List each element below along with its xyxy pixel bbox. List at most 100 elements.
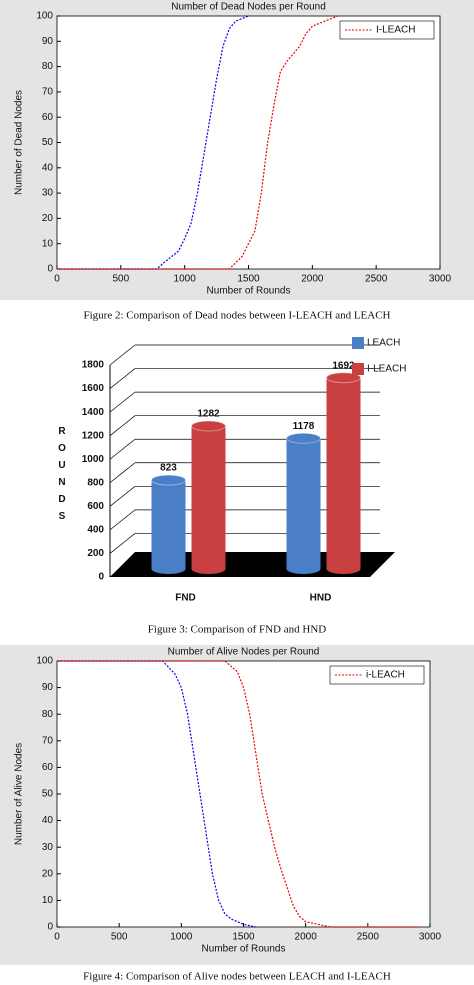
x-tick-label: 2500 <box>365 274 388 285</box>
legend-box <box>329 665 425 685</box>
y-axis-label: Number of Dead Nodes <box>14 90 25 195</box>
data-line <box>57 15 249 270</box>
legend-label: i-LEACH <box>366 670 405 681</box>
data-label: 1282 <box>197 409 220 420</box>
y-tick-label: 0 <box>47 922 53 933</box>
bar-top <box>326 372 361 384</box>
y-tick-label: 0 <box>47 264 53 275</box>
legend-label: LEACH <box>367 338 400 349</box>
x-tick-label: 500 <box>112 274 129 285</box>
bar-base <box>191 564 226 574</box>
y-tick-label: 100 <box>36 11 53 22</box>
x-tick-label: 0 <box>54 274 60 285</box>
bar-top <box>286 432 321 444</box>
x-axis-label: Number of Rounds <box>202 944 286 955</box>
y-tick-label: 70 <box>42 87 54 98</box>
grid-diagonal <box>109 533 136 554</box>
y-tick-label: 10 <box>42 238 54 249</box>
x-tick-label: 500 <box>111 932 128 943</box>
x-tick-label: HND <box>310 593 332 604</box>
y-tick-label: 1600 <box>82 383 105 394</box>
y-tick-label: 20 <box>42 868 54 879</box>
x-tick-label: 3000 <box>429 274 452 285</box>
legend-box <box>339 20 435 40</box>
data-line <box>57 660 257 928</box>
grid-diagonal <box>109 368 136 389</box>
y-tick-label: 50 <box>42 137 54 148</box>
y-tick-label: 1000 <box>82 454 105 465</box>
y-tick-label: 10 <box>42 895 54 906</box>
y-tick-label: 600 <box>87 501 104 512</box>
y-tick-label: 0 <box>98 572 104 583</box>
caption: Figure 3: Comparison of FND and HND <box>148 624 326 636</box>
x-tick-label: 1000 <box>170 932 193 943</box>
y-tick-label: 400 <box>87 525 104 536</box>
legend-label: I-LEACH <box>376 25 415 36</box>
grid-diagonal <box>109 415 136 436</box>
y-tick-label: 90 <box>42 36 54 47</box>
x-tick-label: 2000 <box>301 274 324 285</box>
bar-base <box>151 564 186 574</box>
y-tick-label: 60 <box>42 112 54 123</box>
bar-base <box>286 564 321 574</box>
legend-swatch <box>352 363 364 375</box>
bar <box>286 438 321 569</box>
x-tick-label: 1500 <box>237 274 260 285</box>
bar-top <box>191 420 226 432</box>
y-axis-label: ROUNDS <box>57 426 68 528</box>
y-tick-label: 40 <box>42 162 54 173</box>
grid-diagonal <box>109 391 136 413</box>
x-tick-label: 3000 <box>419 932 442 943</box>
plot-area <box>56 15 441 270</box>
y-tick-label: 70 <box>42 735 54 746</box>
data-label: 1178 <box>293 421 315 432</box>
y-tick-label: 60 <box>42 762 54 773</box>
y-tick-label: 1400 <box>82 407 105 418</box>
y-tick-label: 80 <box>42 61 54 72</box>
data-label: 823 <box>160 463 177 474</box>
grid-diagonal <box>109 438 136 460</box>
y-tick-label: 20 <box>42 213 54 224</box>
x-tick-label: 1500 <box>232 932 255 943</box>
plot-area <box>56 660 431 928</box>
y-tick-label: 30 <box>42 842 54 853</box>
x-tick-label: 0 <box>54 932 60 943</box>
grid-diagonal <box>109 462 136 484</box>
y-axis-label: Number of Alive Nodes <box>14 743 25 845</box>
legend-swatch <box>352 337 364 349</box>
x-tick-label: 2000 <box>295 932 318 943</box>
x-tick-label: FND <box>175 593 196 604</box>
grid-diagonal <box>109 486 136 507</box>
grid-diagonal <box>109 556 136 578</box>
y-tick-label: 40 <box>42 815 54 826</box>
bar <box>326 377 361 569</box>
y-tick-label: 50 <box>42 789 54 800</box>
y-tick-label: 200 <box>87 548 104 559</box>
legend-label: I-LEACH <box>367 364 406 375</box>
y-tick-label: 100 <box>36 656 53 667</box>
bar <box>191 426 226 569</box>
chart-title: Number of Alive Nodes per Round <box>168 647 320 658</box>
caption: Figure 2: Comparison of Dead nodes betwe… <box>83 310 390 322</box>
y-tick-label: 80 <box>42 709 54 720</box>
x-tick-label: 2500 <box>357 932 380 943</box>
y-tick-label: 30 <box>42 188 54 199</box>
y-tick-label: 1200 <box>82 430 105 441</box>
data-line <box>57 15 339 270</box>
grid-diagonal <box>109 509 136 531</box>
y-tick-label: 800 <box>87 477 104 488</box>
bar-top <box>151 474 186 486</box>
chart-title: Number of Dead Nodes per Round <box>171 2 326 13</box>
grid-diagonal <box>109 344 136 366</box>
data-line <box>57 660 418 928</box>
x-axis-label: Number of Rounds <box>207 286 291 297</box>
x-tick-label: 1000 <box>174 274 197 285</box>
caption: Figure 4: Comparison of Alive nodes betw… <box>83 971 391 983</box>
data-label: 1692 <box>332 360 355 371</box>
bar <box>151 480 186 569</box>
y-tick-label: 90 <box>42 682 54 693</box>
bar-base <box>326 564 361 574</box>
y-tick-label: 1800 <box>82 360 105 371</box>
